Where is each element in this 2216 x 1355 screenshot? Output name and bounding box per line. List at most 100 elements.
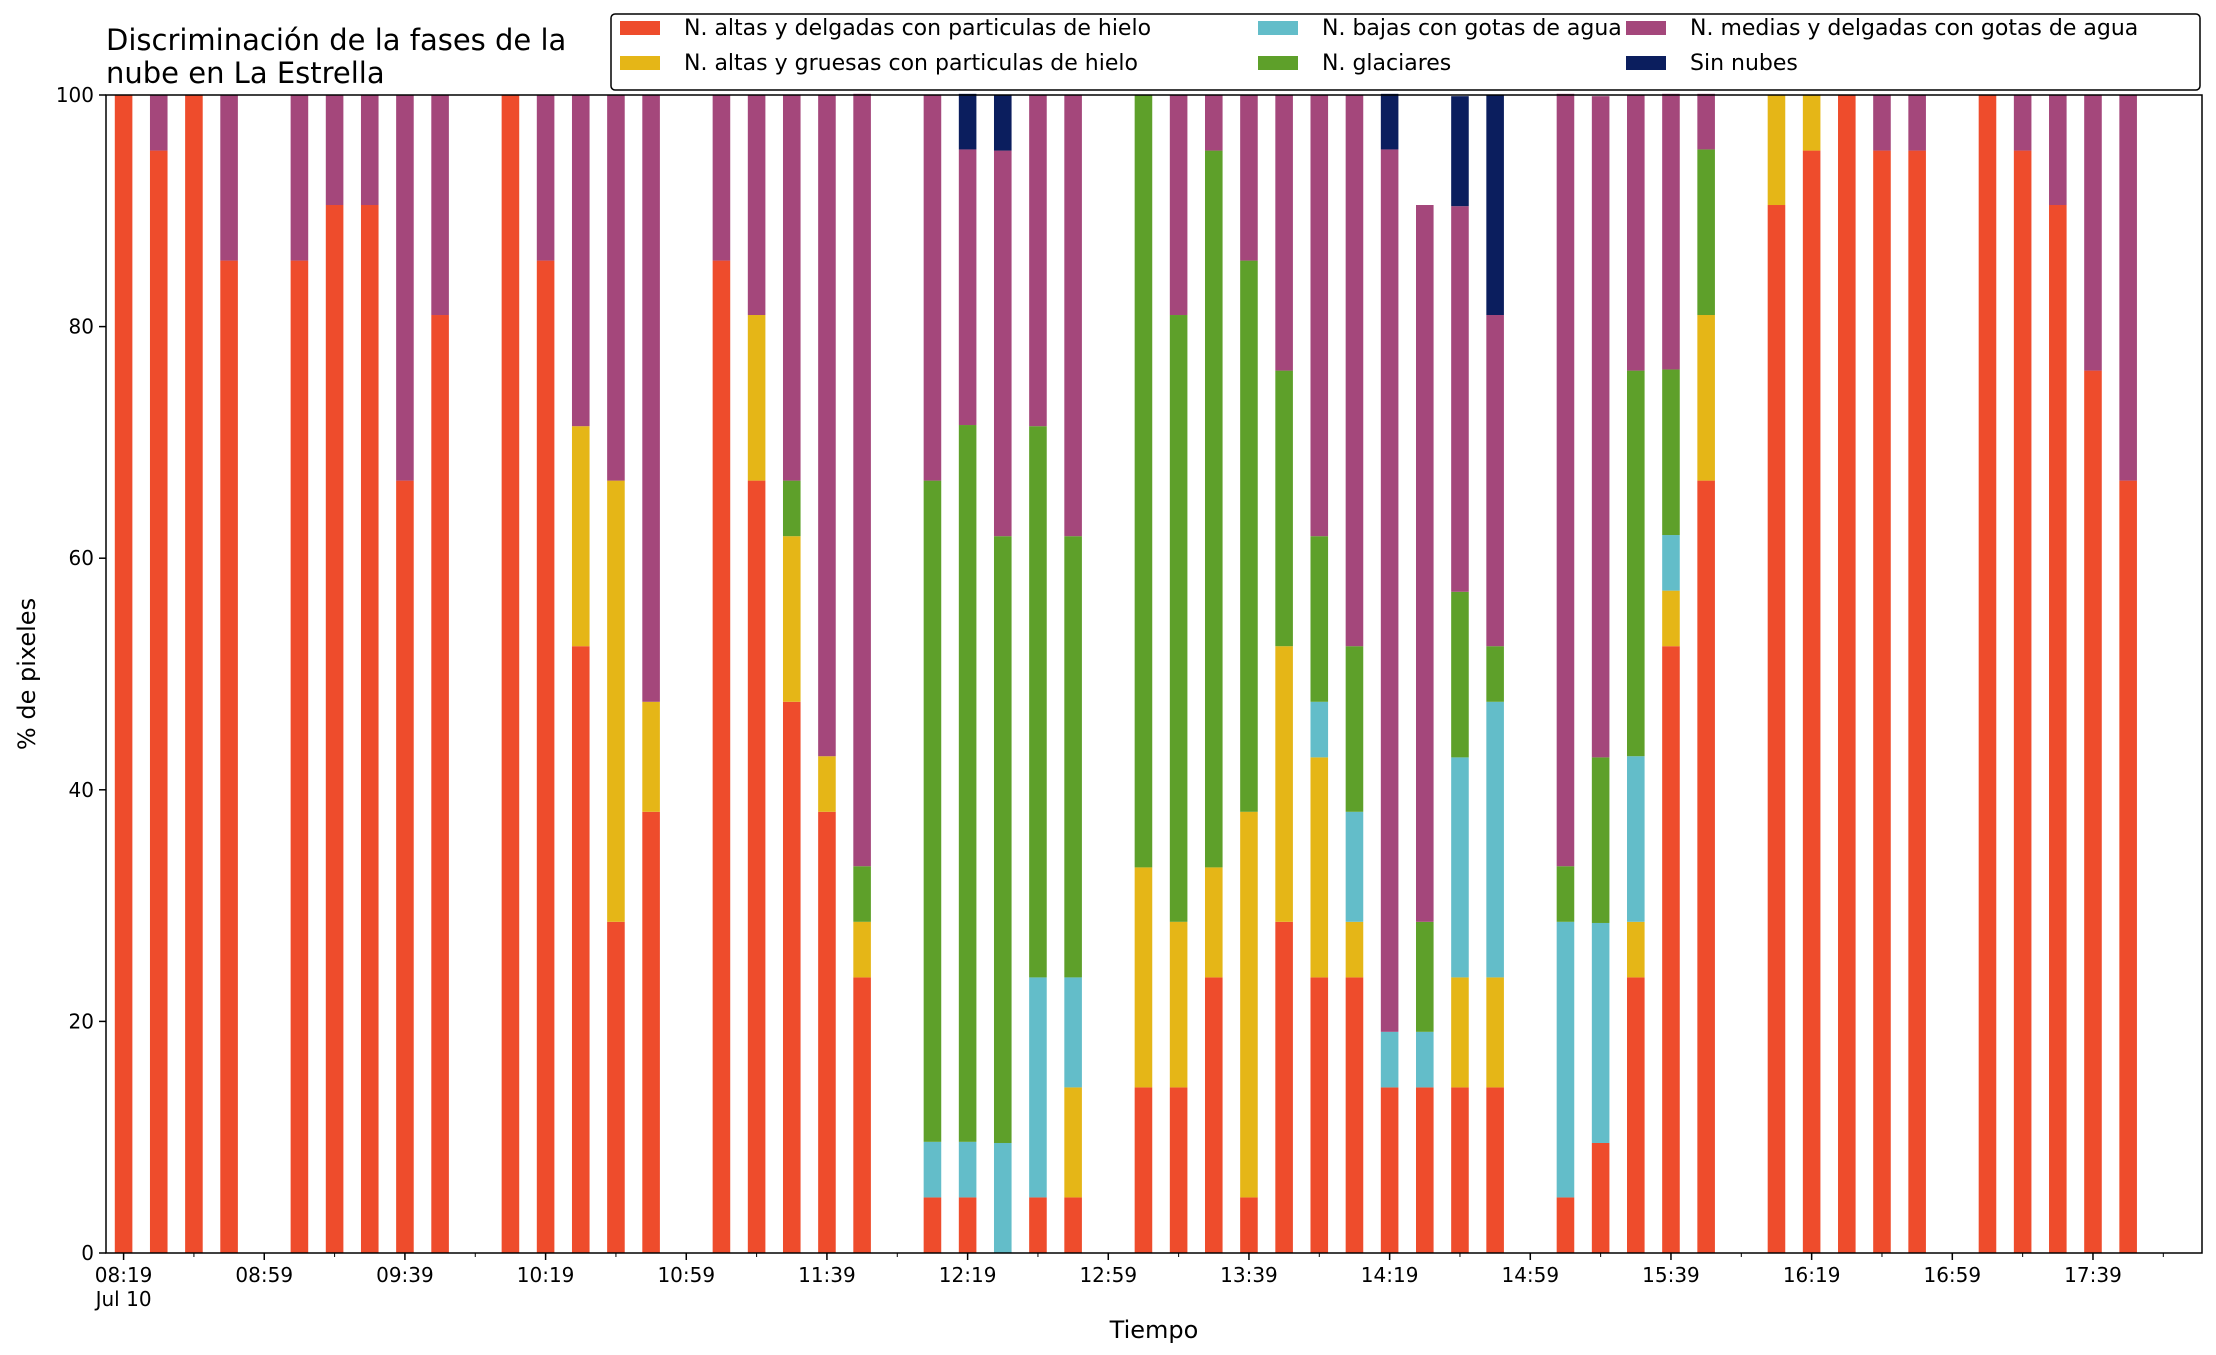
- bar-segment-4: [1310, 95, 1329, 537]
- x-tick-label: 15:39: [1642, 1263, 1700, 1287]
- bar-segment-3: [1416, 921, 1434, 1032]
- legend-swatch-0: [620, 21, 660, 35]
- bar-segment-2: [923, 1141, 942, 1198]
- bar-segment-4: [396, 95, 414, 481]
- bar-segment-1: [1240, 811, 1258, 1198]
- bar-segment-4: [607, 95, 625, 481]
- bar-segment-0: [536, 260, 555, 1253]
- bar-segment-1: [1345, 921, 1364, 978]
- bar-segment-0: [2084, 370, 2102, 1253]
- bar-segment-0: [360, 205, 379, 1253]
- x-tick-label: 12:59: [1079, 1263, 1137, 1287]
- bar-segment-1: [1169, 921, 1188, 1088]
- x-tick-label: 13:39: [1220, 1263, 1278, 1287]
- bar-segment-0: [1310, 977, 1329, 1253]
- y-tick-label: 20: [69, 1009, 94, 1033]
- bar-segment-1: [1451, 977, 1469, 1088]
- bar-segment-3: [1029, 426, 1047, 978]
- bar-segment-0: [1204, 977, 1223, 1253]
- x-tick-label: 08:19: [95, 1263, 153, 1287]
- x-tick-label: 10:19: [517, 1263, 575, 1287]
- bar-segment-1: [818, 756, 836, 812]
- bar-segment-4: [1627, 95, 1645, 371]
- x-tick-label: 09:39: [376, 1263, 434, 1287]
- bar-segment-4: [853, 93, 871, 867]
- bar-segment-1: [1662, 590, 1680, 647]
- legend-label-0: N. altas y delgadas con particulas de hi…: [684, 16, 1151, 41]
- bar-segment-1: [782, 536, 801, 702]
- legend: N. altas y delgadas con particulas de hi…: [610, 13, 2201, 91]
- x-tick-label: 11:39: [798, 1263, 856, 1287]
- legend-swatch-4: [1626, 21, 1666, 35]
- legend-swatch-3: [1258, 56, 1298, 70]
- bar-segment-3: [1275, 370, 1293, 647]
- bar-segment-3: [1556, 866, 1575, 922]
- bar-segment-3: [1169, 315, 1188, 922]
- bar-segment-3: [1204, 150, 1223, 868]
- bar-segment-3: [1134, 95, 1153, 868]
- bar-segment-0: [1416, 1087, 1434, 1253]
- bar-segment-0: [1380, 1087, 1399, 1253]
- bar-segment-0: [1240, 1197, 1258, 1253]
- bar-segment-4: [2013, 95, 2032, 151]
- bar-segment-0: [1908, 150, 1926, 1254]
- bar-segment-4: [1169, 95, 1188, 316]
- bar-segment-3: [1310, 536, 1329, 702]
- bar-segment-4: [1204, 95, 1223, 151]
- x-tick-label: 10:59: [657, 1263, 715, 1287]
- bar-segment-4: [993, 150, 1012, 537]
- bar-segment-0: [571, 646, 590, 1253]
- bar-segment-4: [1029, 95, 1047, 427]
- bar-segment-5: [1380, 93, 1399, 150]
- bar-segment-3: [1240, 260, 1258, 812]
- bar-segment-4: [1486, 315, 1504, 647]
- x-tick-label: 16:19: [1783, 1263, 1841, 1287]
- bar-segment-3: [1064, 536, 1082, 978]
- bar-segment-2: [1416, 1031, 1434, 1088]
- bar-segment-2: [993, 1142, 1012, 1253]
- y-axis: 0 20 40 60 80 100: [56, 83, 106, 1265]
- bar-segment-3: [1345, 646, 1364, 812]
- chart-title-line-1: Discriminación de la fases de la: [106, 23, 566, 57]
- bar-segment-3: [1451, 591, 1469, 758]
- bar-segment-0: [958, 1197, 977, 1253]
- bar-segment-3: [923, 480, 942, 1142]
- bar-segment-3: [1627, 370, 1645, 757]
- bar-segment-4: [782, 95, 801, 481]
- legend-label-1: N. altas y gruesas con particulas de hie…: [684, 51, 1138, 76]
- bar-segment-3: [958, 425, 977, 1142]
- x-tick-label: 17:39: [2064, 1263, 2122, 1287]
- bar-segment-0: [853, 977, 871, 1253]
- bar-segment-4: [431, 95, 449, 316]
- bar-segment-4: [2119, 95, 2137, 481]
- bar-segment-1: [642, 701, 660, 812]
- bar-segment-4: [818, 95, 836, 757]
- bar-segment-1: [1627, 921, 1645, 978]
- bar-segment-5: [1486, 95, 1504, 316]
- bar-segment-4: [923, 95, 942, 481]
- bar-segment-2: [1591, 922, 1610, 1143]
- bar-segment-4: [1873, 95, 1891, 151]
- bar-segment-0: [712, 260, 731, 1253]
- bar-segment-1: [607, 480, 625, 922]
- bar-segment-0: [818, 811, 836, 1253]
- bar-segment-4: [290, 95, 309, 261]
- bar-segment-4: [1380, 149, 1399, 1032]
- legend-label-3: N. glaciares: [1322, 51, 1451, 76]
- bar-segment-4: [1697, 93, 1715, 150]
- bar-segment-5: [993, 95, 1012, 151]
- bar-segment-0: [1556, 1197, 1575, 1253]
- bar-segment-2: [1029, 977, 1047, 1198]
- y-tick-label: 60: [69, 546, 94, 570]
- legend-swatch-2: [1258, 21, 1298, 35]
- bar-segment-1: [1310, 757, 1329, 978]
- x-tick-label: 12:19: [939, 1263, 997, 1287]
- legend-label-2: N. bajas con gotas de agua: [1322, 16, 1622, 41]
- bar-segment-0: [114, 95, 133, 1253]
- plot-frame: [105, 94, 2203, 1254]
- x-axis: 08:19 08:59 09:39 10:19 10:59 11:39 12:19 12:59…: [95, 1253, 2164, 1287]
- bar-segment-2: [1486, 701, 1504, 978]
- bar-segment-4: [1451, 206, 1469, 592]
- bar-segment-2: [1662, 535, 1680, 591]
